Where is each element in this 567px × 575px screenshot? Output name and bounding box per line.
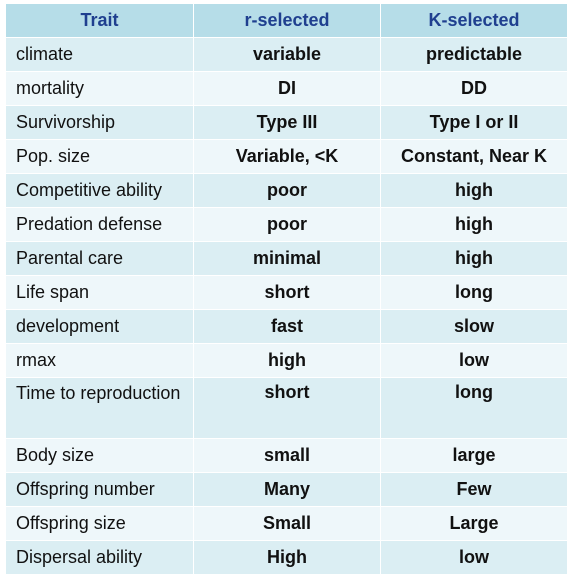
trait-cell: Body size xyxy=(6,439,194,473)
trait-cell: Offspring size xyxy=(6,507,194,541)
trait-cell: Life span xyxy=(6,276,194,310)
header-r-selected: r-selected xyxy=(194,4,381,38)
k-selected-cell: long xyxy=(381,378,567,439)
header-trait: Trait xyxy=(6,4,194,38)
r-selected-cell: poor xyxy=(194,174,381,208)
table-row: development fast slow xyxy=(6,310,567,344)
trait-cell: Offspring number xyxy=(6,473,194,507)
k-selected-cell: DD xyxy=(381,72,567,106)
table-row: Offspring size Small Large xyxy=(6,507,567,541)
table-row: Predation defense poor high xyxy=(6,208,567,242)
k-selected-cell: slow xyxy=(381,310,567,344)
trait-cell: Parental care xyxy=(6,242,194,276)
k-selected-cell: high xyxy=(381,174,567,208)
r-selected-cell: variable xyxy=(194,38,381,72)
r-selected-cell: Variable, <K xyxy=(194,140,381,174)
k-selected-cell: low xyxy=(381,344,567,378)
trait-cell: Pop. size xyxy=(6,140,194,174)
table-row: climate variable predictable xyxy=(6,38,567,72)
r-k-selection-table: Trait r-selected K-selected climate vari… xyxy=(5,3,567,575)
k-selected-cell: Type I or II xyxy=(381,106,567,140)
table-row: Competitive ability poor high xyxy=(6,174,567,208)
k-selected-cell: Large xyxy=(381,507,567,541)
r-selected-cell: DI xyxy=(194,72,381,106)
trait-cell: mortality xyxy=(6,72,194,106)
table-row: Life span short long xyxy=(6,276,567,310)
trait-cell: rmax xyxy=(6,344,194,378)
trait-cell: development xyxy=(6,310,194,344)
r-selected-cell: short xyxy=(194,378,381,439)
table-row: Survivorship Type III Type I or II xyxy=(6,106,567,140)
table-header-row: Trait r-selected K-selected xyxy=(6,4,567,38)
r-selected-cell: fast xyxy=(194,310,381,344)
comparison-table-frame: Trait r-selected K-selected climate vari… xyxy=(5,3,567,575)
table-row: Time to reproduction short long xyxy=(6,378,567,439)
r-selected-cell: High xyxy=(194,541,381,575)
k-selected-cell: Constant, Near K xyxy=(381,140,567,174)
k-selected-cell: low xyxy=(381,541,567,575)
table-row: Dispersal ability High low xyxy=(6,541,567,575)
r-selected-cell: poor xyxy=(194,208,381,242)
r-selected-cell: Many xyxy=(194,473,381,507)
r-selected-cell: high xyxy=(194,344,381,378)
r-selected-cell: short xyxy=(194,276,381,310)
trait-cell: climate xyxy=(6,38,194,72)
trait-cell: Survivorship xyxy=(6,106,194,140)
table-row: Parental care minimal high xyxy=(6,242,567,276)
table-row: Pop. size Variable, <K Constant, Near K xyxy=(6,140,567,174)
trait-cell: Dispersal ability xyxy=(6,541,194,575)
trait-cell: Predation defense xyxy=(6,208,194,242)
header-k-selected: K-selected xyxy=(381,4,567,38)
k-selected-cell: Few xyxy=(381,473,567,507)
table-row: Offspring number Many Few xyxy=(6,473,567,507)
r-selected-cell: Type III xyxy=(194,106,381,140)
r-selected-cell: small xyxy=(194,439,381,473)
trait-cell: Competitive ability xyxy=(6,174,194,208)
table-row: rmax high low xyxy=(6,344,567,378)
r-selected-cell: Small xyxy=(194,507,381,541)
k-selected-cell: long xyxy=(381,276,567,310)
table-row: Body size small large xyxy=(6,439,567,473)
k-selected-cell: high xyxy=(381,242,567,276)
k-selected-cell: predictable xyxy=(381,38,567,72)
k-selected-cell: high xyxy=(381,208,567,242)
trait-cell: Time to reproduction xyxy=(6,378,194,439)
r-selected-cell: minimal xyxy=(194,242,381,276)
table-row: mortality DI DD xyxy=(6,72,567,106)
k-selected-cell: large xyxy=(381,439,567,473)
